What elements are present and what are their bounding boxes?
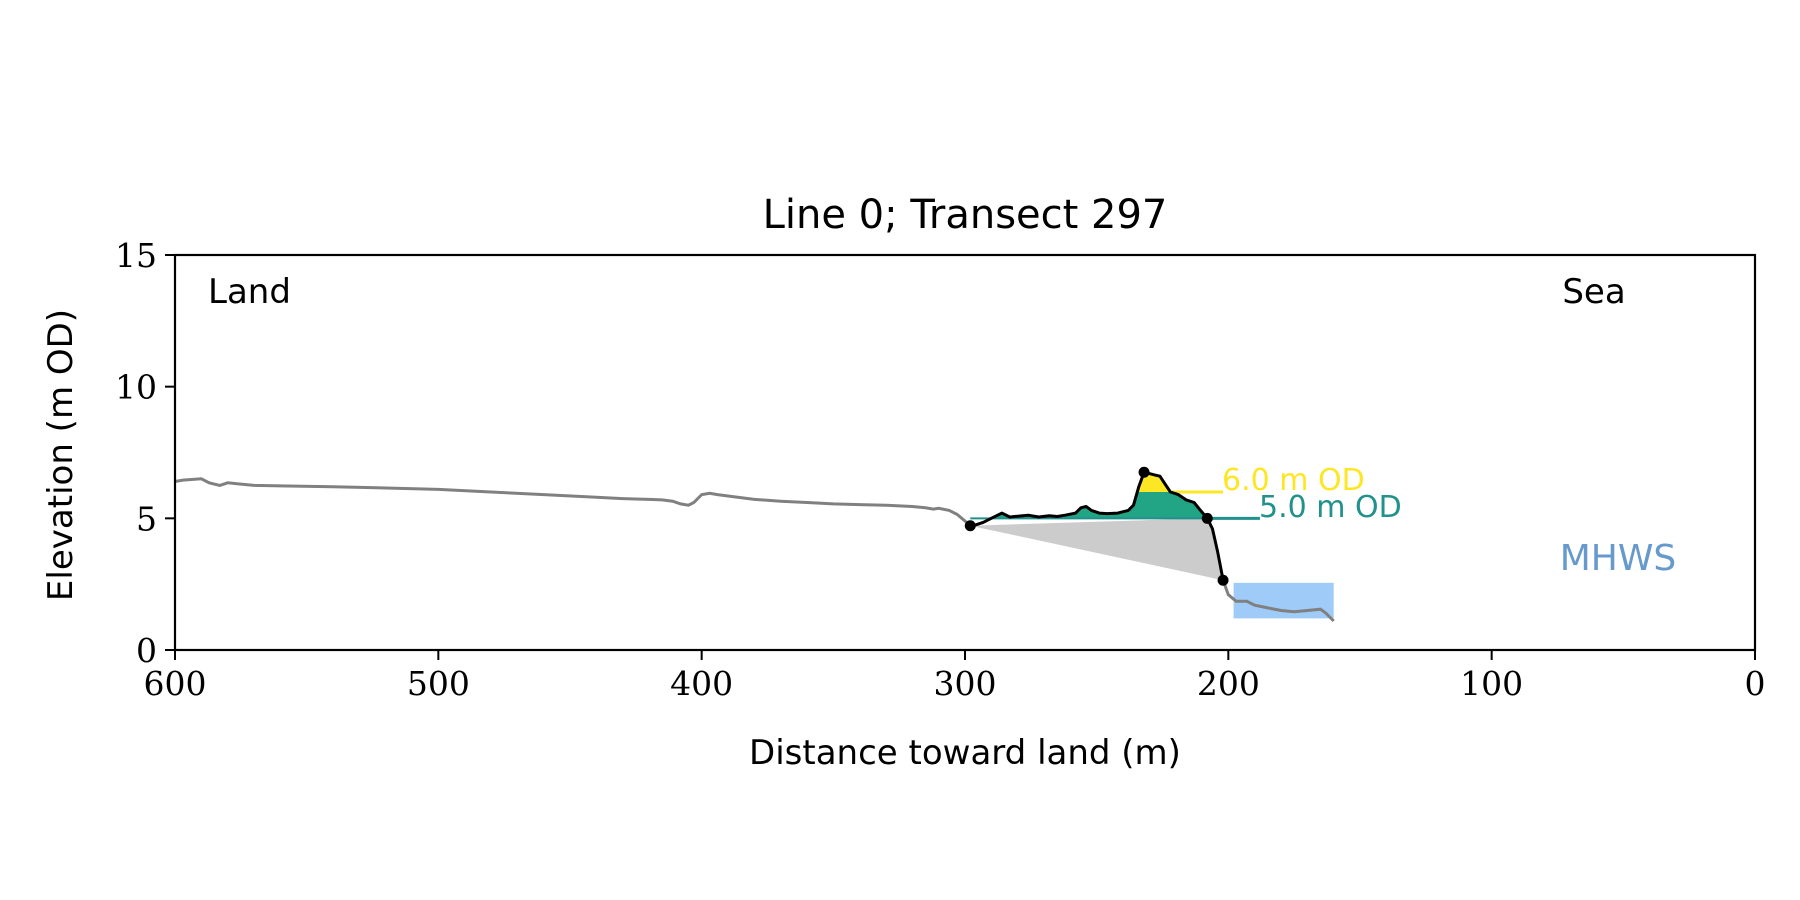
- x-tick-label: 100: [1460, 664, 1523, 703]
- x-tick-label: 200: [1197, 664, 1260, 703]
- key-point-4: [1217, 574, 1229, 586]
- axes-frame: [173, 253, 1757, 652]
- y-tick-label: 15: [115, 236, 157, 275]
- x-tick-label: 400: [670, 664, 733, 703]
- key-point-1: [964, 520, 976, 532]
- fill-above-5m: [991, 472, 1208, 519]
- y-axis-label: Elevation (m OD): [41, 309, 81, 601]
- y-tick-label: 5: [136, 499, 157, 538]
- mhws-label: MHWS: [1560, 538, 1677, 579]
- key-point-2: [1138, 466, 1150, 478]
- x-axis-label: Distance toward land (m): [749, 733, 1181, 773]
- x-tick-label: 300: [934, 664, 997, 703]
- x-tick-label: 600: [144, 664, 207, 703]
- y-tick-label: 10: [115, 368, 157, 407]
- x-tick-label: 0: [1745, 664, 1766, 703]
- mhws-region: [1233, 582, 1334, 619]
- sea-label: Sea: [1562, 272, 1625, 312]
- seaward-profile-line: [1221, 579, 1335, 623]
- axis-ticks: 600 500 400 300 200 100 0 0 5 10 15: [115, 236, 1766, 703]
- filled-regions: [970, 472, 1334, 619]
- fill-wedge: [970, 518, 1224, 581]
- y-tick-label: 0: [136, 631, 157, 670]
- x-tick-label: 500: [407, 664, 470, 703]
- level-6m-label: 6.0 m OD: [1222, 463, 1365, 498]
- land-label: Land: [208, 272, 291, 312]
- key-point-3: [1201, 512, 1213, 524]
- dune-profile-line: [970, 470, 1225, 581]
- level-5m-label: 5.0 m OD: [1259, 490, 1402, 525]
- landward-profile-line: [174, 477, 972, 527]
- chart-title: Line 0; Transect 297: [763, 192, 1168, 238]
- overlay-marks: [964, 466, 1260, 586]
- profile-lines: [174, 477, 1335, 623]
